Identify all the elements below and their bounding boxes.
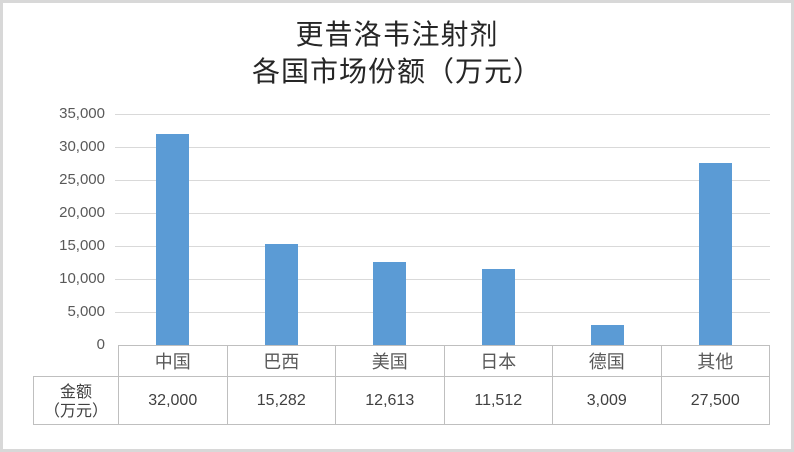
data-table: 中国 巴西 美国 日本 德国 其他金额 （万元） 32,000 15,282 12,613 11,5… bbox=[33, 345, 770, 425]
category-cell: 其他 bbox=[660, 345, 770, 377]
y-axis-tick-label: 0 bbox=[96, 336, 105, 353]
series-row-label: 金额 （万元） bbox=[33, 376, 119, 425]
gridline bbox=[115, 246, 770, 247]
category-cell: 德国 bbox=[552, 345, 662, 377]
value-cell: 27,500 bbox=[660, 376, 770, 425]
y-axis-tick-label: 15,000 bbox=[59, 237, 105, 254]
bar-其他 bbox=[699, 163, 732, 345]
gridline bbox=[115, 114, 770, 115]
bar-巴西 bbox=[265, 244, 298, 345]
bar-美国 bbox=[373, 262, 406, 345]
chart-title-line-1: 更昔洛韦注射剂 bbox=[295, 18, 499, 51]
value-cell: 3,009 bbox=[552, 376, 662, 425]
y-axis-tick-label: 35,000 bbox=[59, 105, 105, 122]
value-cell: 32,000 bbox=[118, 376, 228, 425]
value-cell: 12,613 bbox=[335, 376, 445, 425]
gridline bbox=[115, 312, 770, 313]
gridline bbox=[115, 213, 770, 214]
gridline bbox=[115, 279, 770, 280]
y-axis-tick-label: 10,000 bbox=[59, 270, 105, 287]
y-axis-tick-label: 5,000 bbox=[67, 303, 105, 320]
bar-德国 bbox=[591, 325, 624, 345]
plot-area: 0 5,000 10,000 15,000 20,000 25,000 30,000 35,0… bbox=[3, 3, 791, 449]
table-corner-cell bbox=[34, 346, 119, 377]
category-cell: 美国 bbox=[335, 345, 445, 377]
value-cell: 11,512 bbox=[443, 376, 553, 425]
category-cell: 中国 bbox=[118, 345, 228, 377]
y-axis-tick-label: 25,000 bbox=[59, 171, 105, 188]
value-cell: 15,282 bbox=[226, 376, 336, 425]
y-axis-tick-label: 30,000 bbox=[59, 138, 105, 155]
gridline bbox=[115, 180, 770, 181]
gridline bbox=[115, 147, 770, 148]
bar-中国 bbox=[156, 134, 189, 345]
chart-title: 更昔洛韦注射剂 各国市场份额（万元） bbox=[3, 16, 791, 90]
category-cell: 巴西 bbox=[226, 345, 336, 377]
chart-title-line-2: 各国市场份额（万元） bbox=[251, 55, 542, 88]
y-axis-tick-label: 20,000 bbox=[59, 204, 105, 221]
category-cell: 日本 bbox=[443, 345, 553, 377]
bar-日本 bbox=[482, 269, 515, 345]
